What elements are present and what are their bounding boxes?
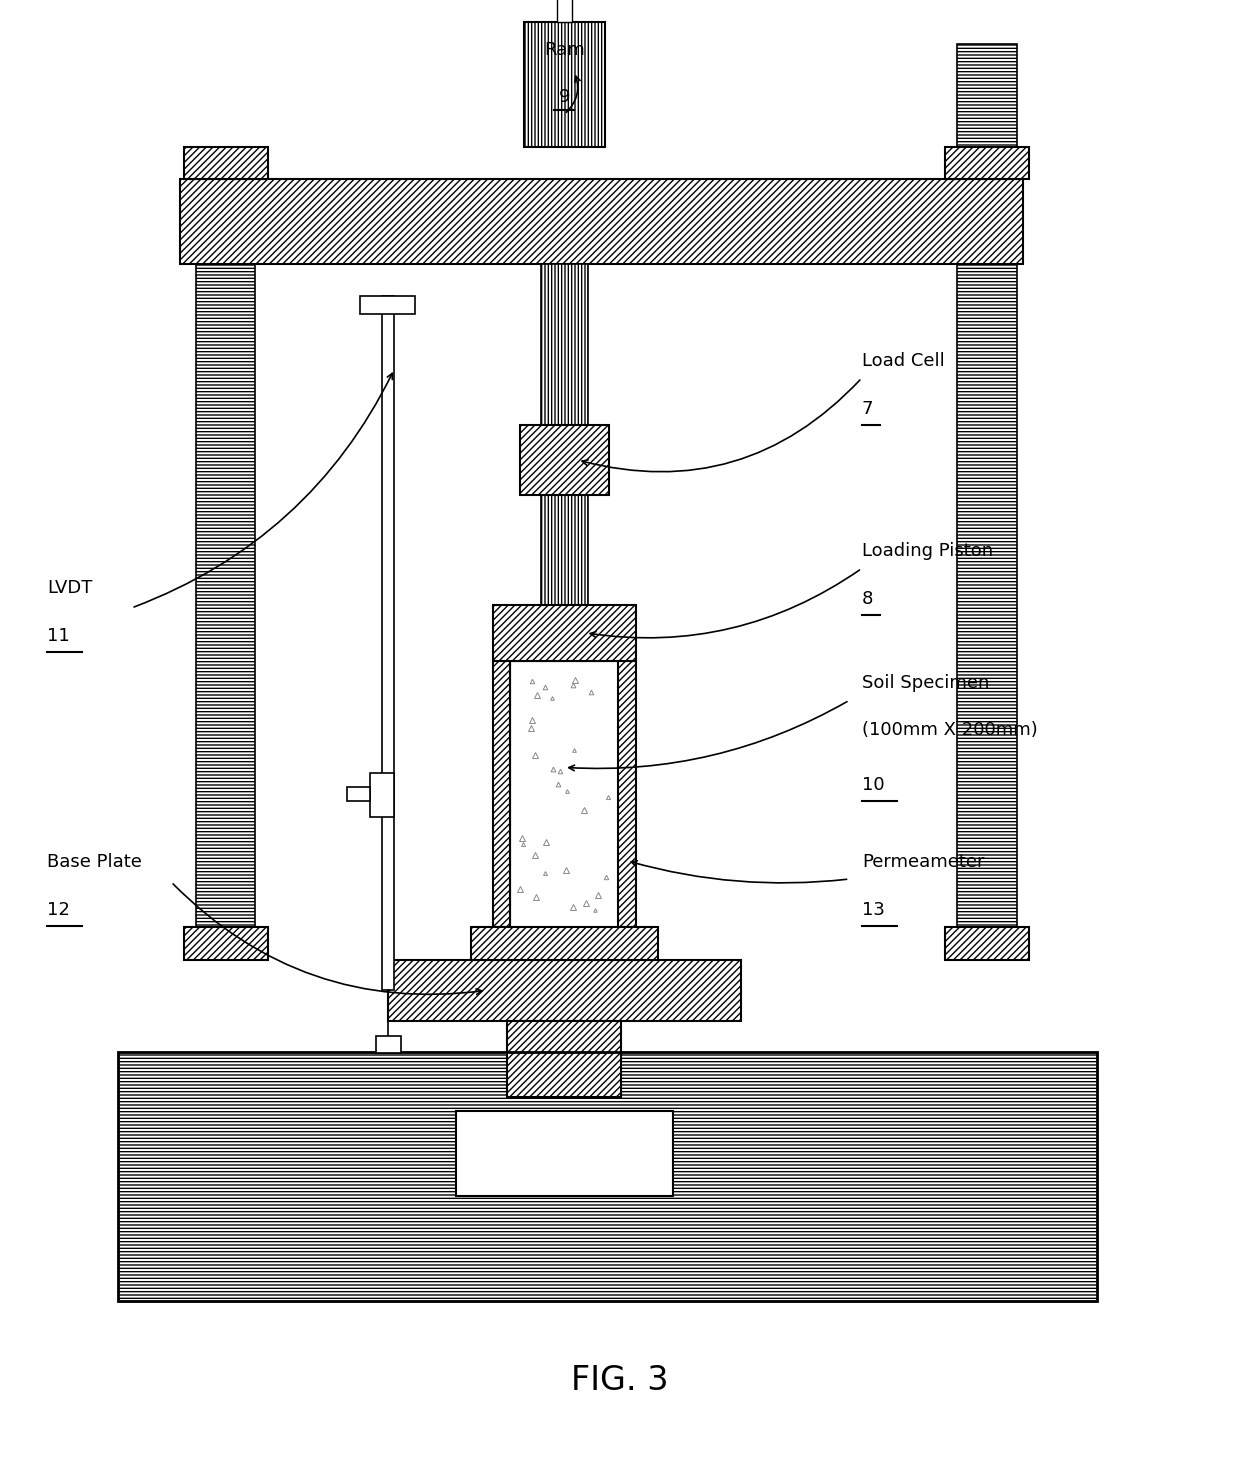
Bar xyxy=(118,1052,1097,1301)
Bar xyxy=(494,661,511,927)
Bar xyxy=(945,146,1029,179)
Bar xyxy=(456,1112,672,1197)
Text: 10: 10 xyxy=(862,776,884,794)
Text: 12: 12 xyxy=(47,901,69,919)
Bar xyxy=(196,264,255,927)
Bar xyxy=(957,44,1017,146)
Text: Ram: Ram xyxy=(544,41,584,59)
Text: 9: 9 xyxy=(558,88,570,105)
Bar xyxy=(370,774,394,817)
Bar xyxy=(494,605,636,661)
Text: LVDT: LVDT xyxy=(47,579,93,596)
Bar xyxy=(184,927,268,960)
Text: FIG. 3: FIG. 3 xyxy=(572,1364,668,1396)
Bar xyxy=(945,927,1029,960)
Bar xyxy=(541,264,588,425)
Bar xyxy=(520,425,609,495)
Bar xyxy=(180,179,1023,264)
Text: 8: 8 xyxy=(862,590,873,608)
Bar xyxy=(118,1052,1097,1301)
Text: 7: 7 xyxy=(862,400,873,418)
Text: Base Plate: Base Plate xyxy=(47,853,143,870)
Text: Soil Specimen: Soil Specimen xyxy=(862,674,990,691)
Bar xyxy=(387,960,740,1021)
Bar xyxy=(471,927,657,960)
Bar xyxy=(360,296,415,314)
Bar xyxy=(184,146,268,179)
Text: Loading Piston: Loading Piston xyxy=(862,542,993,560)
Text: 13: 13 xyxy=(862,901,884,919)
Text: (100mm X 200mm): (100mm X 200mm) xyxy=(862,721,1038,738)
Bar xyxy=(347,787,370,801)
Text: Load Cell: Load Cell xyxy=(862,352,945,369)
Bar xyxy=(382,296,394,990)
Bar xyxy=(523,22,605,146)
Bar xyxy=(511,661,619,927)
Bar xyxy=(507,1021,621,1097)
Bar xyxy=(376,1036,401,1053)
Text: 11: 11 xyxy=(47,627,69,645)
Bar xyxy=(619,661,636,927)
Text: Permeameter: Permeameter xyxy=(862,853,985,870)
Bar xyxy=(541,495,588,605)
Bar xyxy=(957,264,1017,927)
Bar xyxy=(557,0,572,22)
